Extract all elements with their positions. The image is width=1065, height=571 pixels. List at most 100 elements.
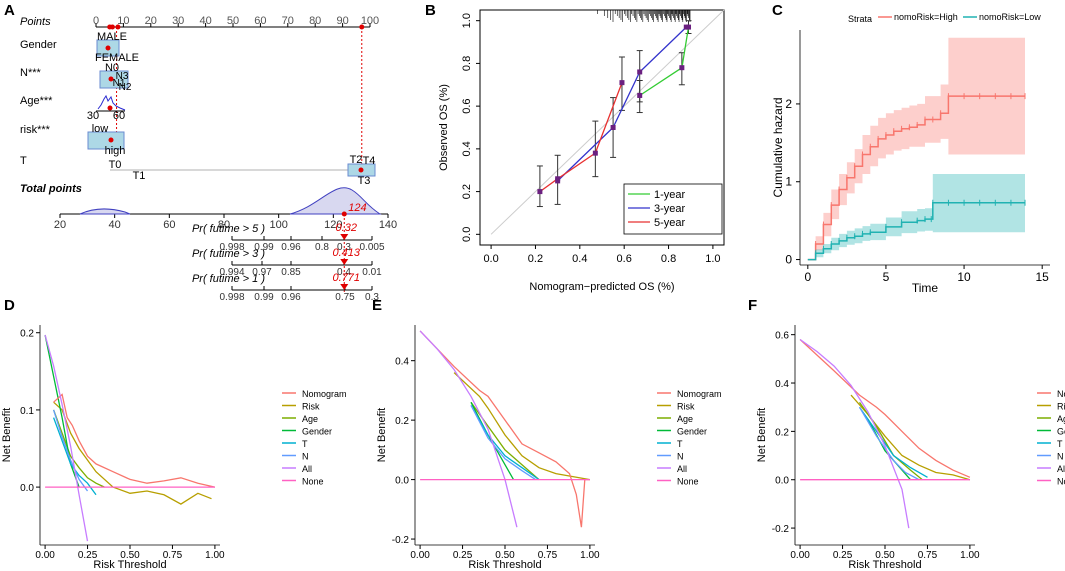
total-tick-label-3: 80	[218, 219, 230, 231]
y-tick-label-1: 1	[785, 175, 792, 189]
legend-label-4: T	[302, 439, 308, 449]
curve-risk	[53, 401, 212, 505]
curve-nomogram	[53, 393, 216, 488]
x-tick-label-0: 0	[804, 270, 811, 284]
panel-a-nomogram: A Points Gender N*** Age*** risk*** T Total poi…	[4, 2, 397, 303]
points-tick-label-0: 0	[93, 15, 99, 27]
total-density-left	[79, 208, 131, 215]
curve-age	[52, 409, 105, 488]
y-tick-label-0: -0.2	[392, 535, 410, 546]
gender-dot	[105, 45, 111, 51]
prob-value-1: 0.413	[333, 247, 361, 259]
prob-tick-label-0-4: 0.3	[337, 242, 351, 253]
prob-tick-label-1-4: 0.01	[362, 267, 382, 278]
y-axis-label: Net Benefit	[1, 408, 13, 462]
age-tick-1: 60	[113, 110, 125, 122]
prob-tick-label-0-5: 0.005	[359, 242, 384, 253]
y-axis-label: Net Benefit	[756, 408, 768, 462]
n-level-0: N0	[105, 62, 119, 74]
y-tick-label-1: 0.0	[395, 476, 409, 487]
points-tick-label-4: 40	[199, 15, 211, 27]
x-tick-label-3: 0.75	[918, 550, 938, 561]
legend-label-2: 5-year	[654, 217, 686, 229]
x-tick-label-2: 0.50	[875, 550, 895, 561]
series-point-3-year-1	[610, 125, 616, 130]
x-tick-label-3: 0.75	[538, 550, 558, 561]
curve-all	[419, 330, 518, 528]
t-level-3: T4	[363, 155, 376, 167]
risk-box	[87, 131, 125, 150]
t-level-0: T0	[109, 159, 122, 171]
prob-value-0: 0.32	[336, 222, 357, 234]
x-tick-label-0: 0.0	[483, 253, 498, 265]
legend-label-7: None	[302, 477, 324, 487]
n-level-3: N2	[119, 82, 132, 93]
panel-e-dca: E 0.00 0.25 0.50 0.75 1.00 -0.2 0.0 0.2 0.4 Risk T…	[372, 297, 722, 571]
gender-level-1: FEMALE	[95, 52, 139, 64]
y-tick-label-5: 1.0	[461, 13, 473, 28]
legend-label-1: Risk	[677, 402, 695, 412]
prob-tick-label-0-3: 0.8	[315, 242, 329, 253]
legend-label-4: T	[677, 439, 683, 449]
curve-t	[858, 406, 928, 478]
x-tick-label-3: 15	[1036, 270, 1050, 284]
legend-label-0: Nomogram	[677, 389, 722, 399]
y-tick-label-2: 2	[785, 97, 792, 111]
legend-label-3: Gender	[677, 427, 707, 437]
total-value: 124	[348, 202, 366, 214]
x-tick-label-5: 1.0	[705, 253, 720, 265]
panel-letter-c: C	[772, 2, 783, 19]
points-marker-1	[109, 24, 115, 30]
x-axis-label: Nomogram−predicted OS (%)	[529, 281, 674, 293]
x-axis-label: Risk Threshold	[848, 559, 921, 571]
legend-label-0: Nomogram	[1057, 389, 1065, 399]
points-tick-label-1: 10	[117, 15, 129, 27]
prob-marker-1	[340, 259, 349, 265]
y-tick-label-4: 0.6	[775, 331, 789, 342]
legend-label-7: None	[677, 477, 699, 487]
plot-frame	[479, 9, 725, 246]
curve-risk	[453, 372, 591, 481]
y-axis-label: Cumulative hazard	[771, 97, 785, 197]
row-label-3: Age***	[20, 95, 53, 107]
prob-tick-label-2-0: 0.998	[219, 292, 244, 303]
curve-all	[799, 338, 910, 529]
legend-label-5: N	[302, 452, 309, 462]
x-tick-label-2: 0.4	[572, 253, 587, 265]
panel-c-cumulative-hazard: C Strata nomoRisk=High nomoRisk=Low 0 5 10 15 0 1…	[771, 2, 1050, 295]
y-tick-label-2: 0.2	[395, 416, 409, 427]
total-tick-label-4: 100	[269, 219, 287, 231]
series-point-1-year-0	[637, 92, 643, 98]
points-tick-label-3: 30	[172, 15, 184, 27]
age-density	[97, 94, 126, 111]
prob-label-2: Pr( futime > 1 )	[192, 273, 265, 285]
total-tick-label-5: 120	[324, 219, 342, 231]
total-tick-label-6: 140	[379, 219, 397, 231]
y-tick-label-3: 0.6	[461, 98, 473, 113]
legend-label-1: Risk	[302, 402, 320, 412]
total-tick-label-2: 60	[163, 219, 175, 231]
x-tick-label-1: 0.25	[833, 550, 853, 561]
points-tick-label-2: 20	[145, 15, 157, 27]
curve-nomogram	[799, 339, 971, 478]
y-axis-label: Net Benefit	[376, 408, 388, 462]
x-axis-label: Risk Threshold	[93, 559, 166, 571]
y-tick-label-0: 0	[785, 253, 792, 267]
legend-label-7: None	[1057, 477, 1065, 487]
x-tick-label-1: 0.25	[78, 550, 98, 561]
panel-b-calibration: B 0.0 0.2 0.4 0.6 0.8 1.0 0.0 0.2 0.4 0.6 0.8 1.0 Nom…	[425, 2, 725, 293]
prob-tick-label-1-3: 0.4	[337, 267, 351, 278]
legend-label-6: All	[302, 464, 312, 474]
total-tick-label-0: 20	[54, 219, 66, 231]
x-tick-label-4: 0.8	[661, 253, 676, 265]
prob-value-2: 0.771	[333, 272, 361, 284]
hazard-band-0	[807, 37, 1025, 260]
prob-tick-label-0-0: 0.998	[219, 242, 244, 253]
n-dot	[108, 76, 114, 82]
y-tick-label-3: 0.4	[775, 379, 789, 390]
prob-tick-label-1-0: 0.994	[219, 267, 244, 278]
age-tick-0: 30	[87, 110, 99, 122]
y-tick-label-0: -0.2	[772, 524, 790, 535]
points-tick-label-9: 90	[336, 15, 348, 27]
